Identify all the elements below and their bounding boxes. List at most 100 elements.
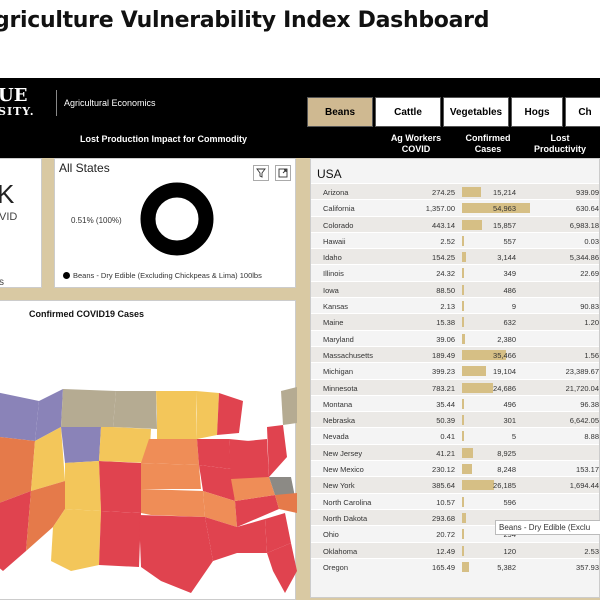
cell-lost: 8.88 xyxy=(584,432,599,442)
cell-workers: 50.39 xyxy=(436,416,455,426)
tab-more[interactable]: Ch xyxy=(565,97,600,127)
cell-workers: 1,357.00 xyxy=(425,204,455,214)
cell-workers: 41.21 xyxy=(436,448,455,458)
cell-lost: 1.56 xyxy=(584,350,599,360)
cell-state: Nebraska xyxy=(323,416,356,426)
table-row[interactable]: California 1,357.00 54,963 630.64 xyxy=(311,199,599,216)
cell-cases: 15,857 xyxy=(493,220,516,230)
cases-bar xyxy=(462,349,506,360)
table-row[interactable]: Minnesota 783.21 24,686 21,720.04 xyxy=(311,378,599,395)
tab-beans[interactable]: Beans xyxy=(307,97,373,127)
cell-cases: 5,382 xyxy=(497,562,516,572)
cell-workers: 443.14 xyxy=(432,220,455,230)
cases-bar xyxy=(462,545,464,556)
col-ag-workers[interactable]: Ag Workers COVID xyxy=(390,133,442,154)
cases-bar xyxy=(462,301,464,312)
cell-lost: 21,720.04 xyxy=(565,383,599,393)
table-row[interactable]: Massachusetts 189.49 35,466 1.56 xyxy=(311,345,599,363)
cell-cases: 19,104 xyxy=(493,367,516,377)
cell-state: Minnesota xyxy=(323,383,358,393)
filter-icon[interactable] xyxy=(253,165,269,181)
table-row[interactable]: Michigan 399.23 19,104 23,389.67 xyxy=(311,362,599,379)
cell-state: Massachusetts xyxy=(323,350,374,360)
cell-state: North Carolina xyxy=(323,497,372,507)
cell-workers: 39.06 xyxy=(436,334,455,344)
table-row[interactable]: Oregon 165.49 5,382 357.93 xyxy=(311,557,599,575)
cell-state: Maine xyxy=(323,318,344,328)
cell-workers: 165.49 xyxy=(432,562,455,572)
cell-lost: 90.83 xyxy=(580,302,599,312)
cell-state: North Dakota xyxy=(323,513,368,523)
table-row[interactable]: Nevada 0.41 5 8.88 xyxy=(311,427,599,444)
cell-workers: 24.32 xyxy=(436,269,455,279)
cell-cases: 301 xyxy=(503,416,516,426)
cell-state: Iowa xyxy=(323,285,339,295)
state-table: USA Arizona 274.25 15,214 939.09 California 1… xyxy=(310,158,600,598)
cell-lost: 939.09 xyxy=(576,188,599,197)
map-card: Confirmed COVID19 Cases xyxy=(0,300,297,601)
cell-state: New York xyxy=(323,481,355,491)
dashboard: UE SITY. Agricultural Economics Beans Ca… xyxy=(0,78,600,600)
col-lost-productivity[interactable]: Lost Productivity xyxy=(533,133,586,154)
table-region[interactable]: USA xyxy=(317,167,342,181)
kpi-label: VID xyxy=(0,211,18,223)
table-row[interactable]: North Carolina 10.57 596 xyxy=(311,492,599,509)
tab-hogs[interactable]: Hogs xyxy=(511,97,563,127)
table-row[interactable]: Colorado 443.14 15,857 6,983.18 xyxy=(311,215,599,232)
table-row[interactable]: New Jersey 41.21 8,925 xyxy=(311,443,599,461)
cell-lost: 2.53 xyxy=(584,546,599,556)
donut-legend: Beans - Dry Edible (Excluding Chickpeas … xyxy=(63,271,262,280)
tab-cattle[interactable]: Cattle xyxy=(375,97,441,127)
cell-cases: 3,144 xyxy=(497,253,516,263)
table-row[interactable]: Hawaii 2.52 557 0.03 xyxy=(311,231,599,249)
cell-state: Ohio xyxy=(323,530,339,540)
table-row[interactable]: Arizona 274.25 15,214 939.09 xyxy=(311,183,599,200)
cell-state: New Jersey xyxy=(323,448,363,458)
cell-cases: 8,925 xyxy=(497,448,516,458)
cell-workers: 189.49 xyxy=(432,350,455,360)
table-row[interactable]: Idaho 154.25 3,144 5,344.86 xyxy=(311,248,599,265)
page-title: griculture Vulnerability Index Dashboard xyxy=(0,8,490,33)
cell-cases: 349 xyxy=(503,269,516,279)
lost-production-title: Lost Production Impact for Commodity xyxy=(80,134,248,144)
cell-cases: 24,686 xyxy=(493,383,516,393)
cell-cases: 596 xyxy=(503,497,516,507)
cell-lost: 1,694.44 xyxy=(569,481,599,491)
cell-cases: 632 xyxy=(503,318,516,328)
expand-icon[interactable] xyxy=(275,165,291,181)
cases-bar xyxy=(462,203,530,214)
cell-workers: 20.72 xyxy=(436,530,455,540)
table-row[interactable]: Maryland 39.06 2,380 xyxy=(311,329,599,346)
cell-state: Illinois xyxy=(323,269,344,279)
donut-chart[interactable] xyxy=(139,181,215,257)
table-row[interactable]: Kansas 2.13 9 90.83 xyxy=(311,297,599,314)
cell-lost: 153.17 xyxy=(576,465,599,475)
us-choropleth-map[interactable] xyxy=(0,331,297,601)
cell-state: Oregon xyxy=(323,562,349,572)
donut-title: All States xyxy=(59,161,110,175)
cases-bar xyxy=(462,512,466,523)
table-row[interactable]: New York 385.64 26,185 1,694.44 xyxy=(311,476,599,493)
cell-state: Hawaii xyxy=(323,236,346,246)
cell-lost: 357.93 xyxy=(576,562,599,572)
table-row[interactable]: New Mexico 230.12 8,248 153.17 xyxy=(311,460,599,477)
table-row[interactable]: Oklahoma 12.49 120 2.53 xyxy=(311,541,599,558)
cell-lost: 6,642.05 xyxy=(569,416,599,426)
cell-workers: 154.25 xyxy=(432,253,455,263)
table-row[interactable]: Maine 15.38 632 1.20 xyxy=(311,313,599,330)
col-confirmed-cases[interactable]: Confirmed Cases xyxy=(465,133,511,154)
tab-vegetables[interactable]: Vegetables xyxy=(443,97,509,127)
table-row[interactable]: Iowa 88.50 486 xyxy=(311,280,599,298)
cell-state: Colorado xyxy=(323,220,354,230)
cell-workers: 2.52 xyxy=(440,236,455,246)
cell-lost: 6,983.18 xyxy=(569,220,599,230)
cell-lost: 96.38 xyxy=(580,399,599,409)
cell-workers: 274.25 xyxy=(432,188,455,197)
table-row[interactable]: Illinois 24.32 349 22.69 xyxy=(311,264,599,281)
table-row[interactable]: Nebraska 50.39 301 6,642.05 xyxy=(311,411,599,428)
cell-cases: 496 xyxy=(503,399,516,409)
cases-bar xyxy=(462,284,464,295)
table-row[interactable]: Montana 35.44 496 96.38 xyxy=(311,394,599,412)
header-band xyxy=(0,128,600,158)
cell-workers: 385.64 xyxy=(432,481,455,491)
